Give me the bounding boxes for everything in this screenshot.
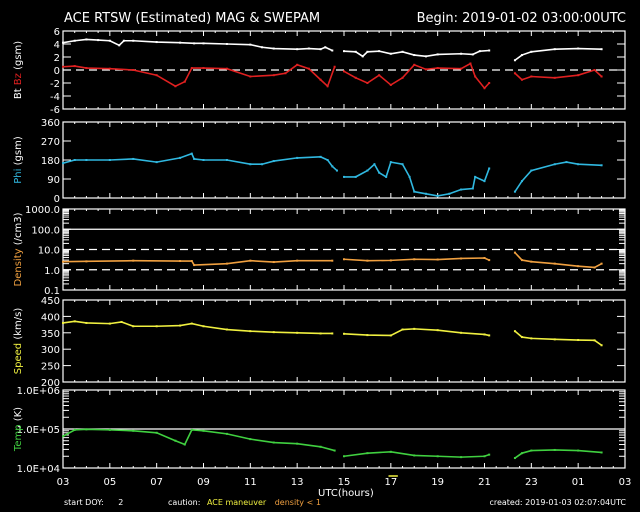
y-axis-label-density: Density (/cm3): [13, 212, 24, 286]
y-tick-label-temp: 1.0E+05: [17, 425, 60, 436]
series-line-density: [514, 252, 602, 269]
series-line-temp: [343, 451, 490, 458]
x-tick-label: 03: [619, 477, 632, 488]
y-tick-label-mag-b: 4: [54, 40, 60, 51]
y-axis-label-phi: Phi (gsm): [13, 136, 24, 184]
y-tick-label-speed: 450: [41, 296, 60, 307]
y-tick-label-speed: 200: [41, 378, 60, 389]
series-line-bt: [343, 49, 490, 58]
y-axis-label-part: Bt: [13, 88, 24, 99]
series-line-phi: [344, 161, 490, 197]
y-axis-label-part: Phi: [13, 169, 24, 184]
y-tick-label-speed: 250: [41, 362, 60, 373]
series-line-speed: [514, 330, 603, 346]
x-tick-label: 01: [572, 477, 585, 488]
created-time: created: 2019-01-03 02:07:04UTC: [489, 498, 626, 507]
caution-density: density < 1: [274, 498, 321, 507]
panel-frame-speed: [62, 299, 626, 383]
y-tick-label-phi: 0: [54, 194, 60, 205]
y-axis-label-part: (gsm): [13, 41, 24, 73]
series-line-density: [62, 259, 333, 266]
y-tick-label-temp: 1.0E+06: [17, 386, 60, 397]
x-tick-label: 09: [197, 477, 210, 488]
y-tick-label-phi: 360: [41, 118, 60, 129]
y-tick-label-phi: 270: [41, 137, 60, 148]
x-tick-label: 11: [244, 477, 257, 488]
y-axis-label-part: Speed: [13, 343, 24, 374]
y-tick-label-density: 1000.0: [25, 205, 60, 216]
y-axis-label-part: (km/s): [13, 308, 24, 343]
y-axis-label-speed: Speed (km/s): [13, 308, 24, 375]
series-line-density: [343, 257, 490, 262]
x-tick-label: 13: [291, 477, 304, 488]
series-line-bt: [62, 38, 333, 52]
y-tick-label-phi: 90: [47, 175, 60, 186]
series-line-bz: [62, 63, 336, 88]
x-tick-label: 05: [103, 477, 116, 488]
start-doy-value: 2: [118, 498, 124, 507]
caution-label: caution:: [168, 498, 201, 507]
x-axis-label: UTC(hours): [318, 488, 374, 499]
x-tick-label: 03: [57, 477, 70, 488]
y-tick-label-speed: 400: [41, 312, 60, 323]
caution-legend: caution: ACE maneuver density < 1: [168, 498, 321, 507]
y-tick-label-density: 0.1: [44, 286, 60, 297]
start-doy-label: start DOY:: [64, 498, 104, 507]
y-tick-label-mag-b: -6: [50, 105, 60, 116]
panel-frame-phi: [62, 121, 626, 199]
begin-time: Begin: 2019-01-02 03:00:00UTC: [416, 11, 626, 26]
series-line-bz: [343, 62, 490, 90]
caution-maneuver: ACE maneuver: [206, 498, 267, 507]
y-tick-label-density: 1.0: [44, 266, 60, 277]
y-tick-label-mag-b: 6: [54, 27, 60, 38]
y-tick-label-mag-b: 0: [54, 66, 60, 77]
x-tick-label: 17: [384, 477, 397, 488]
x-tick-label: 21: [478, 477, 491, 488]
x-tick-label: 07: [150, 477, 163, 488]
series-line-temp: [62, 428, 335, 452]
x-tick-label: 19: [431, 477, 444, 488]
x-tick-label: 23: [525, 477, 538, 488]
series-line-phi: [62, 152, 338, 172]
y-axis-label-part: Density: [13, 248, 24, 286]
y-tick-label-density: 10.0: [38, 246, 60, 257]
series-line-speed: [62, 320, 333, 335]
x-tick-label: 15: [338, 477, 351, 488]
y-tick-label-mag-b: 2: [54, 53, 60, 64]
y-axis-label-part: (/cm3): [13, 212, 24, 248]
y-tick-label-density: 100.0: [31, 225, 60, 236]
y-axis-label-mag-b: Bt Bz (gsm): [13, 41, 24, 99]
y-tick-label-mag-b: -4: [50, 92, 60, 103]
y-axis-label-temp: Temp (K): [13, 407, 24, 452]
y-tick-label-mag-b: -2: [50, 79, 60, 90]
y-tick-label-phi: 180: [41, 156, 60, 167]
y-axis-label-part: (K): [13, 407, 24, 425]
series-line-speed: [343, 328, 490, 337]
series-line-bz: [514, 69, 603, 81]
y-tick-label-speed: 300: [41, 345, 60, 356]
series-line-bt: [514, 47, 602, 61]
series-line-temp: [514, 449, 602, 459]
y-axis-label-part: Temp: [13, 424, 24, 452]
y-tick-label-speed: 350: [41, 329, 60, 340]
start-doy: start DOY: 2: [64, 498, 123, 507]
y-axis-label-part: (gsm): [13, 136, 24, 168]
y-axis-label-part: Bz: [13, 73, 24, 88]
y-tick-label-temp: 1.0E+04: [17, 464, 60, 475]
chart-title: ACE RTSW (Estimated) MAG & SWEPAM: [64, 11, 321, 26]
series-line-phi: [514, 161, 602, 193]
